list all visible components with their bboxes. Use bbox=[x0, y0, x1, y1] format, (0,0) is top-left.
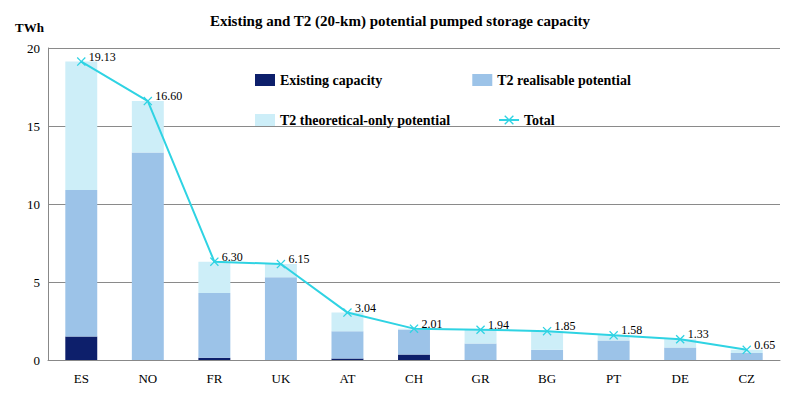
svg-text:1.85: 1.85 bbox=[555, 319, 576, 333]
svg-text:ES: ES bbox=[74, 371, 89, 386]
svg-text:T2 realisable potential: T2 realisable potential bbox=[497, 73, 631, 88]
svg-text:Existing capacity: Existing capacity bbox=[280, 73, 382, 88]
svg-text:1.33: 1.33 bbox=[688, 327, 709, 341]
svg-text:0: 0 bbox=[34, 353, 41, 368]
svg-text:FR: FR bbox=[206, 371, 222, 386]
svg-text:BG: BG bbox=[538, 371, 556, 386]
svg-text:19.13: 19.13 bbox=[89, 50, 116, 64]
svg-text:TWh: TWh bbox=[15, 20, 45, 35]
svg-text:CZ: CZ bbox=[738, 371, 755, 386]
svg-text:20: 20 bbox=[27, 41, 40, 56]
svg-text:6.30: 6.30 bbox=[222, 250, 243, 264]
svg-text:Existing and T2 (20-km) potent: Existing and T2 (20-km) potential pumped… bbox=[210, 13, 591, 30]
svg-text:5: 5 bbox=[34, 275, 41, 290]
svg-text:0.65: 0.65 bbox=[754, 338, 775, 352]
svg-text:1.58: 1.58 bbox=[621, 323, 642, 337]
svg-text:DE: DE bbox=[672, 371, 689, 386]
svg-text:CH: CH bbox=[405, 371, 423, 386]
svg-text:3.04: 3.04 bbox=[355, 301, 376, 315]
svg-text:GR: GR bbox=[472, 371, 490, 386]
svg-text:6.15: 6.15 bbox=[288, 252, 309, 266]
svg-text:1.94: 1.94 bbox=[488, 318, 509, 332]
svg-text:PT: PT bbox=[606, 371, 621, 386]
svg-text:10: 10 bbox=[27, 197, 40, 212]
svg-text:UK: UK bbox=[272, 371, 291, 386]
svg-text:16.60: 16.60 bbox=[155, 89, 182, 103]
svg-text:NO: NO bbox=[138, 371, 157, 386]
svg-text:2.01: 2.01 bbox=[422, 317, 443, 331]
svg-text:15: 15 bbox=[27, 119, 40, 134]
svg-text:Total: Total bbox=[524, 113, 555, 128]
svg-text:AT: AT bbox=[340, 371, 356, 386]
svg-text:T2 theoretical-only potential: T2 theoretical-only potential bbox=[280, 113, 450, 128]
